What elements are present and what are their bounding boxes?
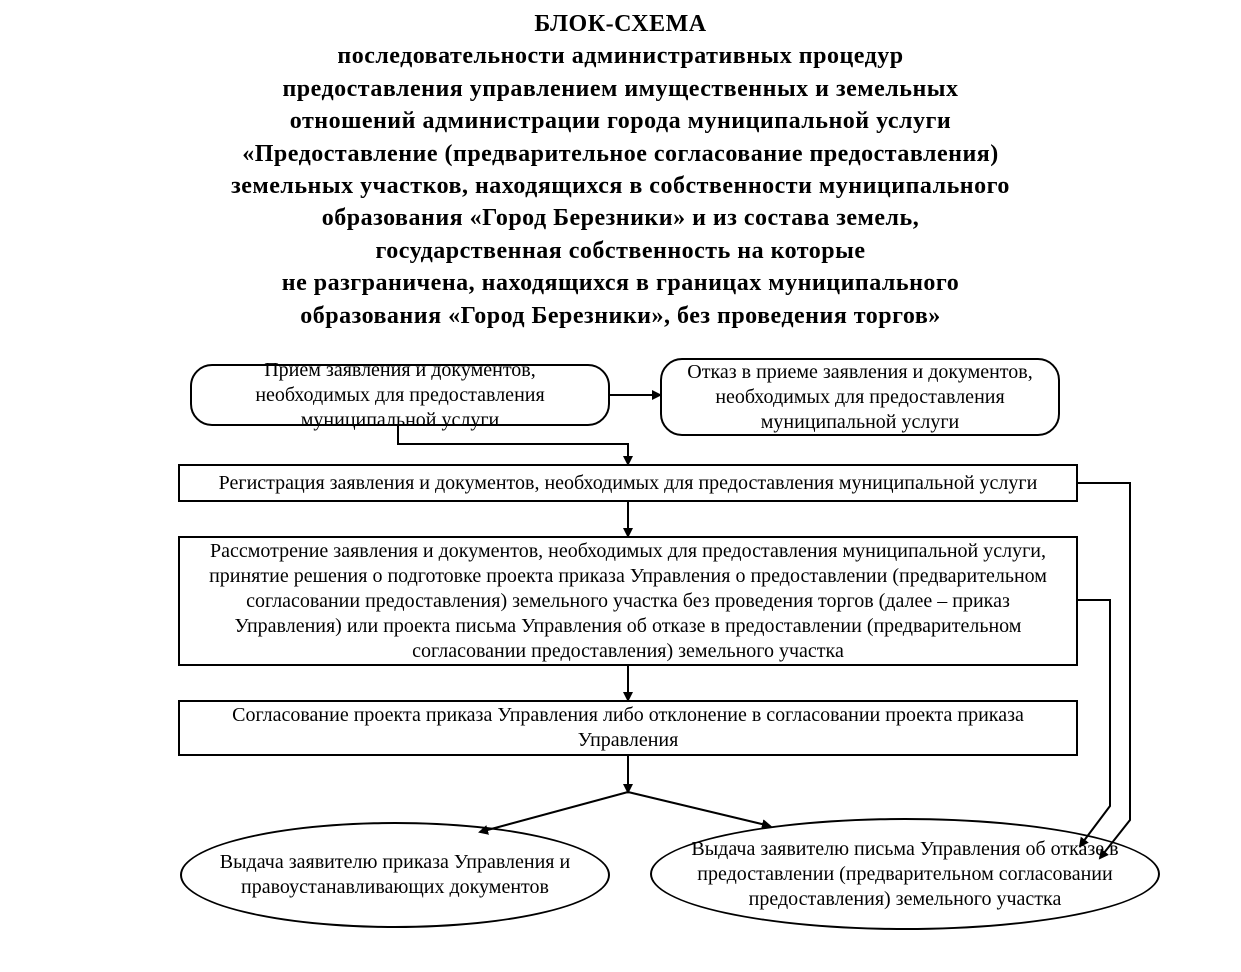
- node-approval-label: Согласование проекта приказа Управления …: [194, 703, 1062, 753]
- node-register-label: Регистрация заявления и документов, необ…: [219, 471, 1038, 496]
- terminal-issue-rejection-label: Выдача заявителю письма Управления об от…: [682, 837, 1128, 912]
- arrow-split-to-issue_approve: [480, 792, 628, 832]
- title-line-2: последовательности административных проц…: [0, 40, 1241, 72]
- node-reject-intake: Отказ в приеме заявления и документов, н…: [660, 358, 1060, 436]
- title-line-5: «Предоставление (предварительное согласо…: [0, 138, 1241, 170]
- title-line-10: образования «Город Березники», без прове…: [0, 300, 1241, 332]
- arrow-review-to-issue_reject_side: [1078, 600, 1110, 846]
- title-line-4: отношений администрации города муниципал…: [0, 105, 1241, 137]
- title-line-3: предоставления управлением имущественных…: [0, 73, 1241, 105]
- title-line-8: государственная собственность на которые: [0, 235, 1241, 267]
- title-line-1: БЛОК-СХЕМА: [0, 8, 1241, 40]
- terminal-issue-approval: Выдача заявителю приказа Управления и пр…: [180, 822, 610, 928]
- node-review-decision: Рассмотрение заявления и документов, нео…: [178, 536, 1078, 666]
- node-approval: Согласование проекта приказа Управления …: [178, 700, 1078, 756]
- title-line-7: образования «Город Березники» и из соста…: [0, 202, 1241, 234]
- terminal-issue-rejection: Выдача заявителю письма Управления об от…: [650, 818, 1160, 930]
- arrow-register-to-issue_reject_side2: [1078, 483, 1130, 858]
- node-review-label: Рассмотрение заявления и документов, нео…: [194, 539, 1062, 664]
- title-line-6: земельных участков, находящихся в собств…: [0, 170, 1241, 202]
- node-accept-application: Прием заявления и документов, необходимы…: [190, 364, 610, 426]
- node-reject-intake-label: Отказ в приеме заявления и документов, н…: [676, 360, 1044, 435]
- terminal-issue-approval-label: Выдача заявителю приказа Управления и пр…: [212, 850, 578, 900]
- flowchart-canvas: БЛОК-СХЕМА последовательности администра…: [0, 0, 1241, 972]
- arrow-split-to-issue_reject: [628, 792, 770, 826]
- node-accept-label: Прием заявления и документов, необходимы…: [206, 358, 594, 433]
- node-register: Регистрация заявления и документов, необ…: [178, 464, 1078, 502]
- title-block: БЛОК-СХЕМА последовательности администра…: [0, 8, 1241, 332]
- title-line-9: не разграничена, находящихся в границах …: [0, 267, 1241, 299]
